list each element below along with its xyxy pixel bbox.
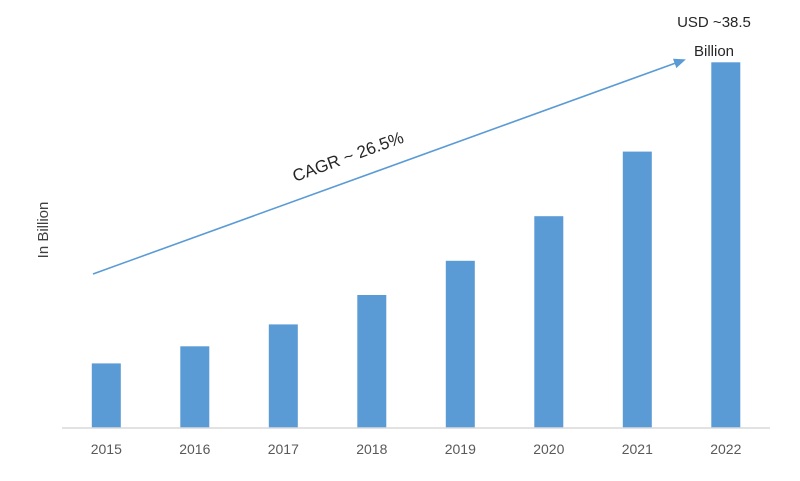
bar-2022 — [711, 62, 741, 429]
x-tick-label-2021: 2021 — [622, 441, 653, 457]
x-tick-label-2020: 2020 — [533, 441, 564, 457]
bar-2017 — [268, 324, 298, 428]
x-tick-label-2017: 2017 — [268, 441, 299, 457]
x-tick-labels: 2015 2016 2017 2018 2019 2020 2021 2022 — [91, 441, 742, 457]
bar-2018 — [357, 295, 387, 428]
cagr-trend-arrow — [92, 58, 686, 275]
bars-layer — [91, 62, 741, 429]
cagr-label: CAGR ~ 26.5% — [290, 128, 406, 186]
x-tick-label-2016: 2016 — [179, 441, 210, 457]
bar-2020 — [534, 216, 564, 428]
x-tick-label-2015: 2015 — [91, 441, 122, 457]
bar-2016 — [180, 346, 210, 428]
bar-2019 — [445, 260, 475, 428]
bar-2015 — [91, 363, 121, 428]
x-tick-label-2018: 2018 — [356, 441, 387, 457]
y-axis-title: In Billion — [35, 202, 52, 259]
end-value-label-line1: USD ~38.5 — [677, 14, 751, 31]
x-tick-label-2019: 2019 — [445, 441, 476, 457]
x-tick-label-2022: 2022 — [710, 441, 741, 457]
bar-2021 — [622, 151, 652, 428]
end-value-label-line2: Billion — [694, 43, 734, 60]
